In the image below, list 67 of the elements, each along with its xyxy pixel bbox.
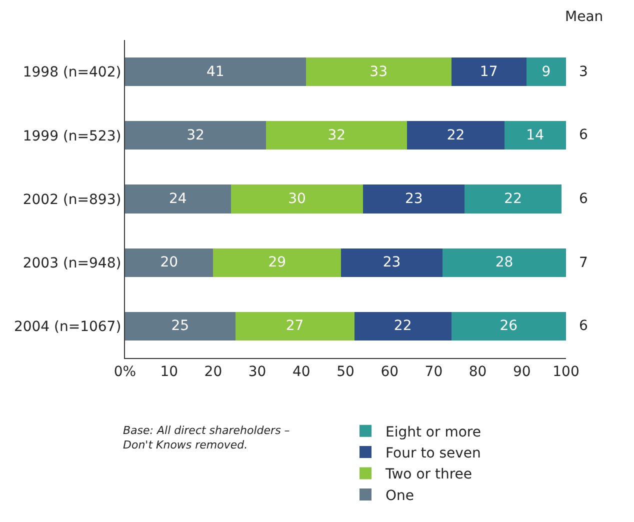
- bar: [504, 121, 566, 150]
- y-tick-label: 1999 (n=523): [22, 128, 122, 144]
- bar: [407, 121, 504, 150]
- text: Mean: [565, 9, 604, 25]
- bar: [125, 184, 231, 214]
- data-label: 28: [495, 254, 514, 271]
- bar: [235, 312, 354, 341]
- text: 6: [579, 318, 588, 334]
- bar: [464, 184, 562, 214]
- bar: [125, 248, 214, 277]
- legend-label: Two or three: [384, 466, 472, 483]
- data-label: 26: [500, 318, 518, 334]
- data-label: 22: [446, 127, 465, 144]
- bar: [266, 121, 408, 150]
- bar: [442, 248, 566, 277]
- text: 6: [579, 191, 588, 207]
- data-label: 41: [206, 64, 224, 80]
- data-label: 23: [382, 254, 401, 271]
- data-label: 25: [171, 318, 190, 334]
- x-tick-label: 80: [468, 364, 487, 380]
- data-label: 32: [328, 127, 346, 144]
- bar: [363, 184, 465, 214]
- y-tick-label: 2003 (n=948): [22, 256, 122, 272]
- text: 7: [579, 255, 588, 271]
- x-tick-label: 30: [248, 364, 266, 380]
- data-label: 22: [504, 191, 522, 207]
- text: Base: All direct shareholders – Don't Knows removed.: [123, 424, 290, 452]
- x-tick-label: 90: [512, 364, 531, 380]
- bar: [451, 57, 526, 86]
- legend-label: One: [386, 488, 414, 504]
- data-label: 14: [526, 127, 544, 144]
- data-label: 24: [168, 191, 187, 207]
- bar: [125, 121, 266, 150]
- data-label: 22: [394, 318, 412, 334]
- x-tick-label: 70: [424, 364, 443, 380]
- data-label: 23: [404, 191, 423, 207]
- data-label: 32: [186, 127, 204, 144]
- x-tick-label: 40: [292, 364, 310, 380]
- x-tick-label: 0%: [114, 364, 136, 380]
- y-tick-label: 1998 (n=402): [22, 64, 122, 81]
- x-tick-label: 10: [160, 364, 178, 380]
- bar: [213, 248, 342, 277]
- bar: [230, 184, 364, 214]
- bar: [354, 312, 452, 341]
- data-label: 29: [268, 254, 286, 271]
- data-label: 20: [160, 254, 178, 271]
- y-tick-label: 2004 (n=1067): [14, 319, 122, 336]
- bar: [306, 57, 452, 86]
- data-label: 9: [542, 64, 551, 80]
- data-label: 33: [370, 64, 388, 80]
- bar: [125, 312, 236, 341]
- x-tick-label: 20: [204, 364, 222, 380]
- bar: [341, 248, 443, 277]
- text: 6: [579, 127, 588, 143]
- bar: [451, 312, 566, 341]
- y-tick-label: 2002 (n=893): [22, 192, 122, 208]
- data-label: 17: [480, 64, 498, 80]
- legend-label: Four to seven: [386, 446, 481, 462]
- data-label: 27: [286, 318, 304, 334]
- x-tick-label: 50: [336, 364, 354, 380]
- data-label: 30: [288, 191, 306, 207]
- bar: [526, 57, 566, 86]
- legend-label: Eight or more: [386, 424, 481, 440]
- x-tick-label: 100: [552, 364, 580, 380]
- text: 3: [579, 64, 588, 80]
- bar: [125, 57, 306, 86]
- x-tick-label: 60: [380, 364, 399, 380]
